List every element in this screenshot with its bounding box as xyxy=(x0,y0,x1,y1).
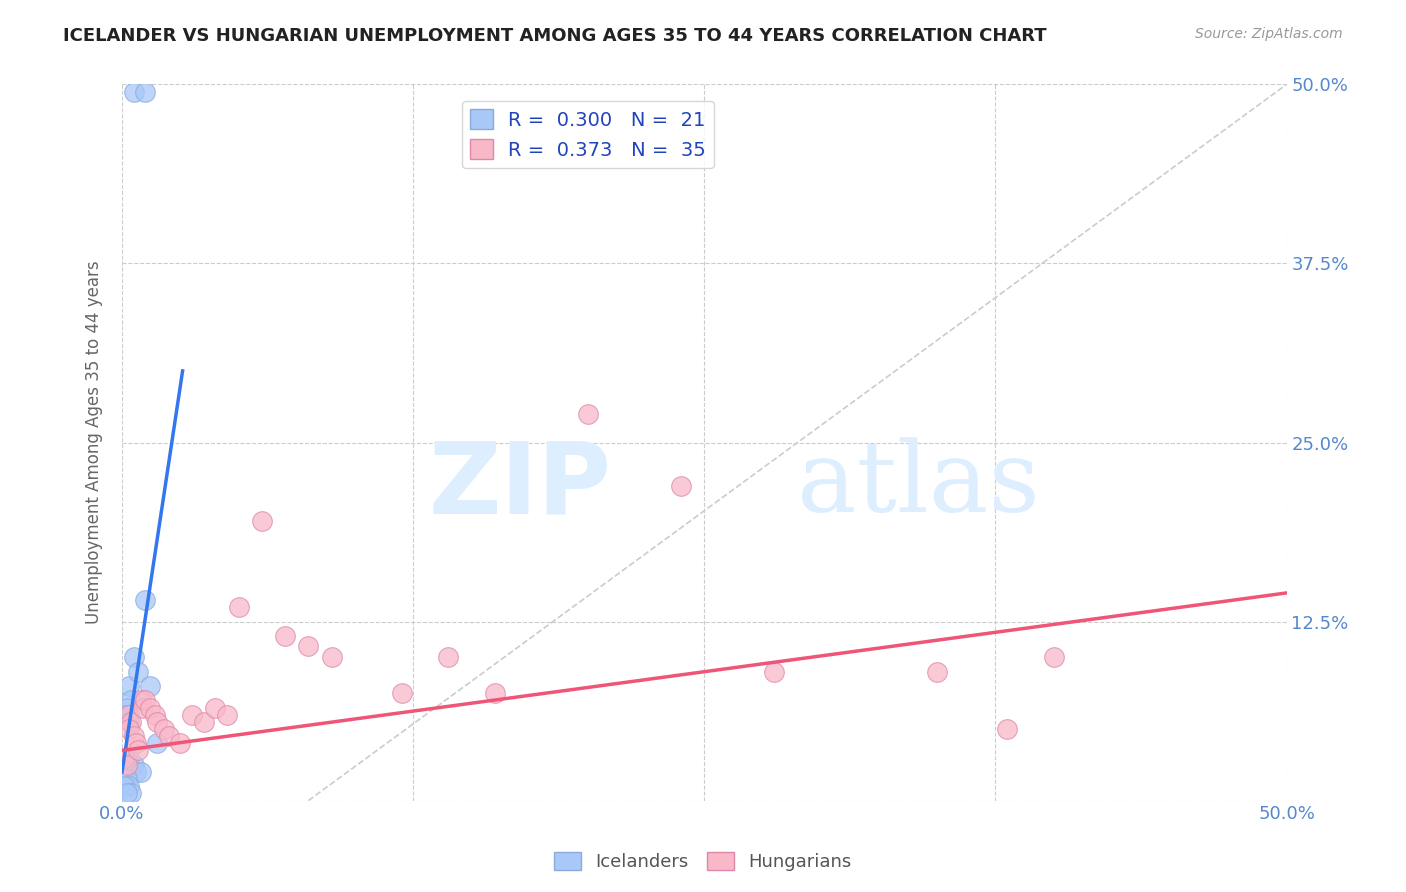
Point xyxy=(125,736,148,750)
Point xyxy=(112,750,135,764)
Point xyxy=(146,736,169,750)
Point xyxy=(122,757,145,772)
Legend: R =  0.300   N =  21, R =  0.373   N =  35: R = 0.300 N = 21, R = 0.373 N = 35 xyxy=(461,102,714,168)
Point xyxy=(139,679,162,693)
Point xyxy=(297,639,319,653)
Point xyxy=(153,722,176,736)
Point xyxy=(1042,650,1064,665)
Point xyxy=(112,779,135,793)
Point xyxy=(143,707,166,722)
Point xyxy=(118,714,141,729)
Text: Source: ZipAtlas.com: Source: ZipAtlas.com xyxy=(1195,27,1343,41)
Point xyxy=(669,478,692,492)
Point xyxy=(127,743,149,757)
Point xyxy=(120,714,142,729)
Point xyxy=(129,764,152,779)
Point xyxy=(321,650,343,665)
Point xyxy=(115,757,138,772)
Point xyxy=(484,686,506,700)
Point xyxy=(125,764,148,779)
Point xyxy=(228,600,250,615)
Point xyxy=(127,665,149,679)
Point xyxy=(215,707,238,722)
Point xyxy=(118,707,141,722)
Point xyxy=(181,707,204,722)
Point xyxy=(134,85,156,99)
Point xyxy=(139,700,162,714)
Point xyxy=(118,779,141,793)
Point xyxy=(204,700,226,714)
Point xyxy=(169,736,191,750)
Point xyxy=(115,700,138,714)
Point xyxy=(129,693,152,707)
Point xyxy=(134,693,156,707)
Point xyxy=(250,514,273,528)
Point xyxy=(437,650,460,665)
Point xyxy=(122,85,145,99)
Point xyxy=(115,772,138,786)
Point xyxy=(927,665,949,679)
Point xyxy=(122,650,145,665)
Point xyxy=(763,665,786,679)
Point xyxy=(115,787,138,801)
Point xyxy=(134,593,156,607)
Point xyxy=(274,629,297,643)
Point xyxy=(132,700,155,714)
Point xyxy=(115,707,138,722)
Point xyxy=(122,729,145,743)
Point xyxy=(120,693,142,707)
Point xyxy=(118,750,141,764)
Point xyxy=(146,714,169,729)
Legend: Icelanders, Hungarians: Icelanders, Hungarians xyxy=(547,845,859,879)
Point xyxy=(995,722,1018,736)
Point xyxy=(193,714,215,729)
Point xyxy=(118,679,141,693)
Text: ZIP: ZIP xyxy=(429,437,612,534)
Y-axis label: Unemployment Among Ages 35 to 44 years: Unemployment Among Ages 35 to 44 years xyxy=(86,260,103,624)
Point xyxy=(391,686,413,700)
Point xyxy=(118,722,141,736)
Point xyxy=(576,407,599,421)
Point xyxy=(157,729,180,743)
Point xyxy=(120,787,142,801)
Text: ICELANDER VS HUNGARIAN UNEMPLOYMENT AMONG AGES 35 TO 44 YEARS CORRELATION CHART: ICELANDER VS HUNGARIAN UNEMPLOYMENT AMON… xyxy=(63,27,1047,45)
Text: atlas: atlas xyxy=(797,438,1040,533)
